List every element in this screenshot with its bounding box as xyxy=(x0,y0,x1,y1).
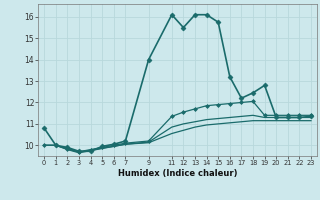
X-axis label: Humidex (Indice chaleur): Humidex (Indice chaleur) xyxy=(118,169,237,178)
